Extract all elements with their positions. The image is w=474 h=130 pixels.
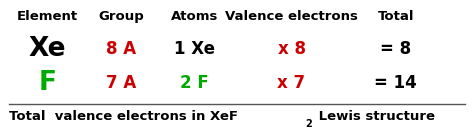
Text: Total  valence electrons in XeF: Total valence electrons in XeF xyxy=(9,110,238,124)
Text: Group: Group xyxy=(98,10,144,23)
Text: Element: Element xyxy=(17,10,78,23)
Text: x 7: x 7 xyxy=(277,74,306,92)
Text: x 8: x 8 xyxy=(277,40,306,58)
Text: Xe: Xe xyxy=(28,36,66,62)
Text: 7 A: 7 A xyxy=(106,74,136,92)
Text: 8 A: 8 A xyxy=(106,40,136,58)
Text: = 8: = 8 xyxy=(380,40,411,58)
Text: F: F xyxy=(38,70,56,96)
Text: = 14: = 14 xyxy=(374,74,417,92)
Text: 2: 2 xyxy=(305,119,312,129)
Text: Valence electrons: Valence electrons xyxy=(225,10,358,23)
Text: 1 Xe: 1 Xe xyxy=(174,40,215,58)
Text: 2 F: 2 F xyxy=(180,74,209,92)
Text: Total: Total xyxy=(377,10,414,23)
Text: Atoms: Atoms xyxy=(171,10,218,23)
Text: Lewis structure: Lewis structure xyxy=(314,110,439,124)
